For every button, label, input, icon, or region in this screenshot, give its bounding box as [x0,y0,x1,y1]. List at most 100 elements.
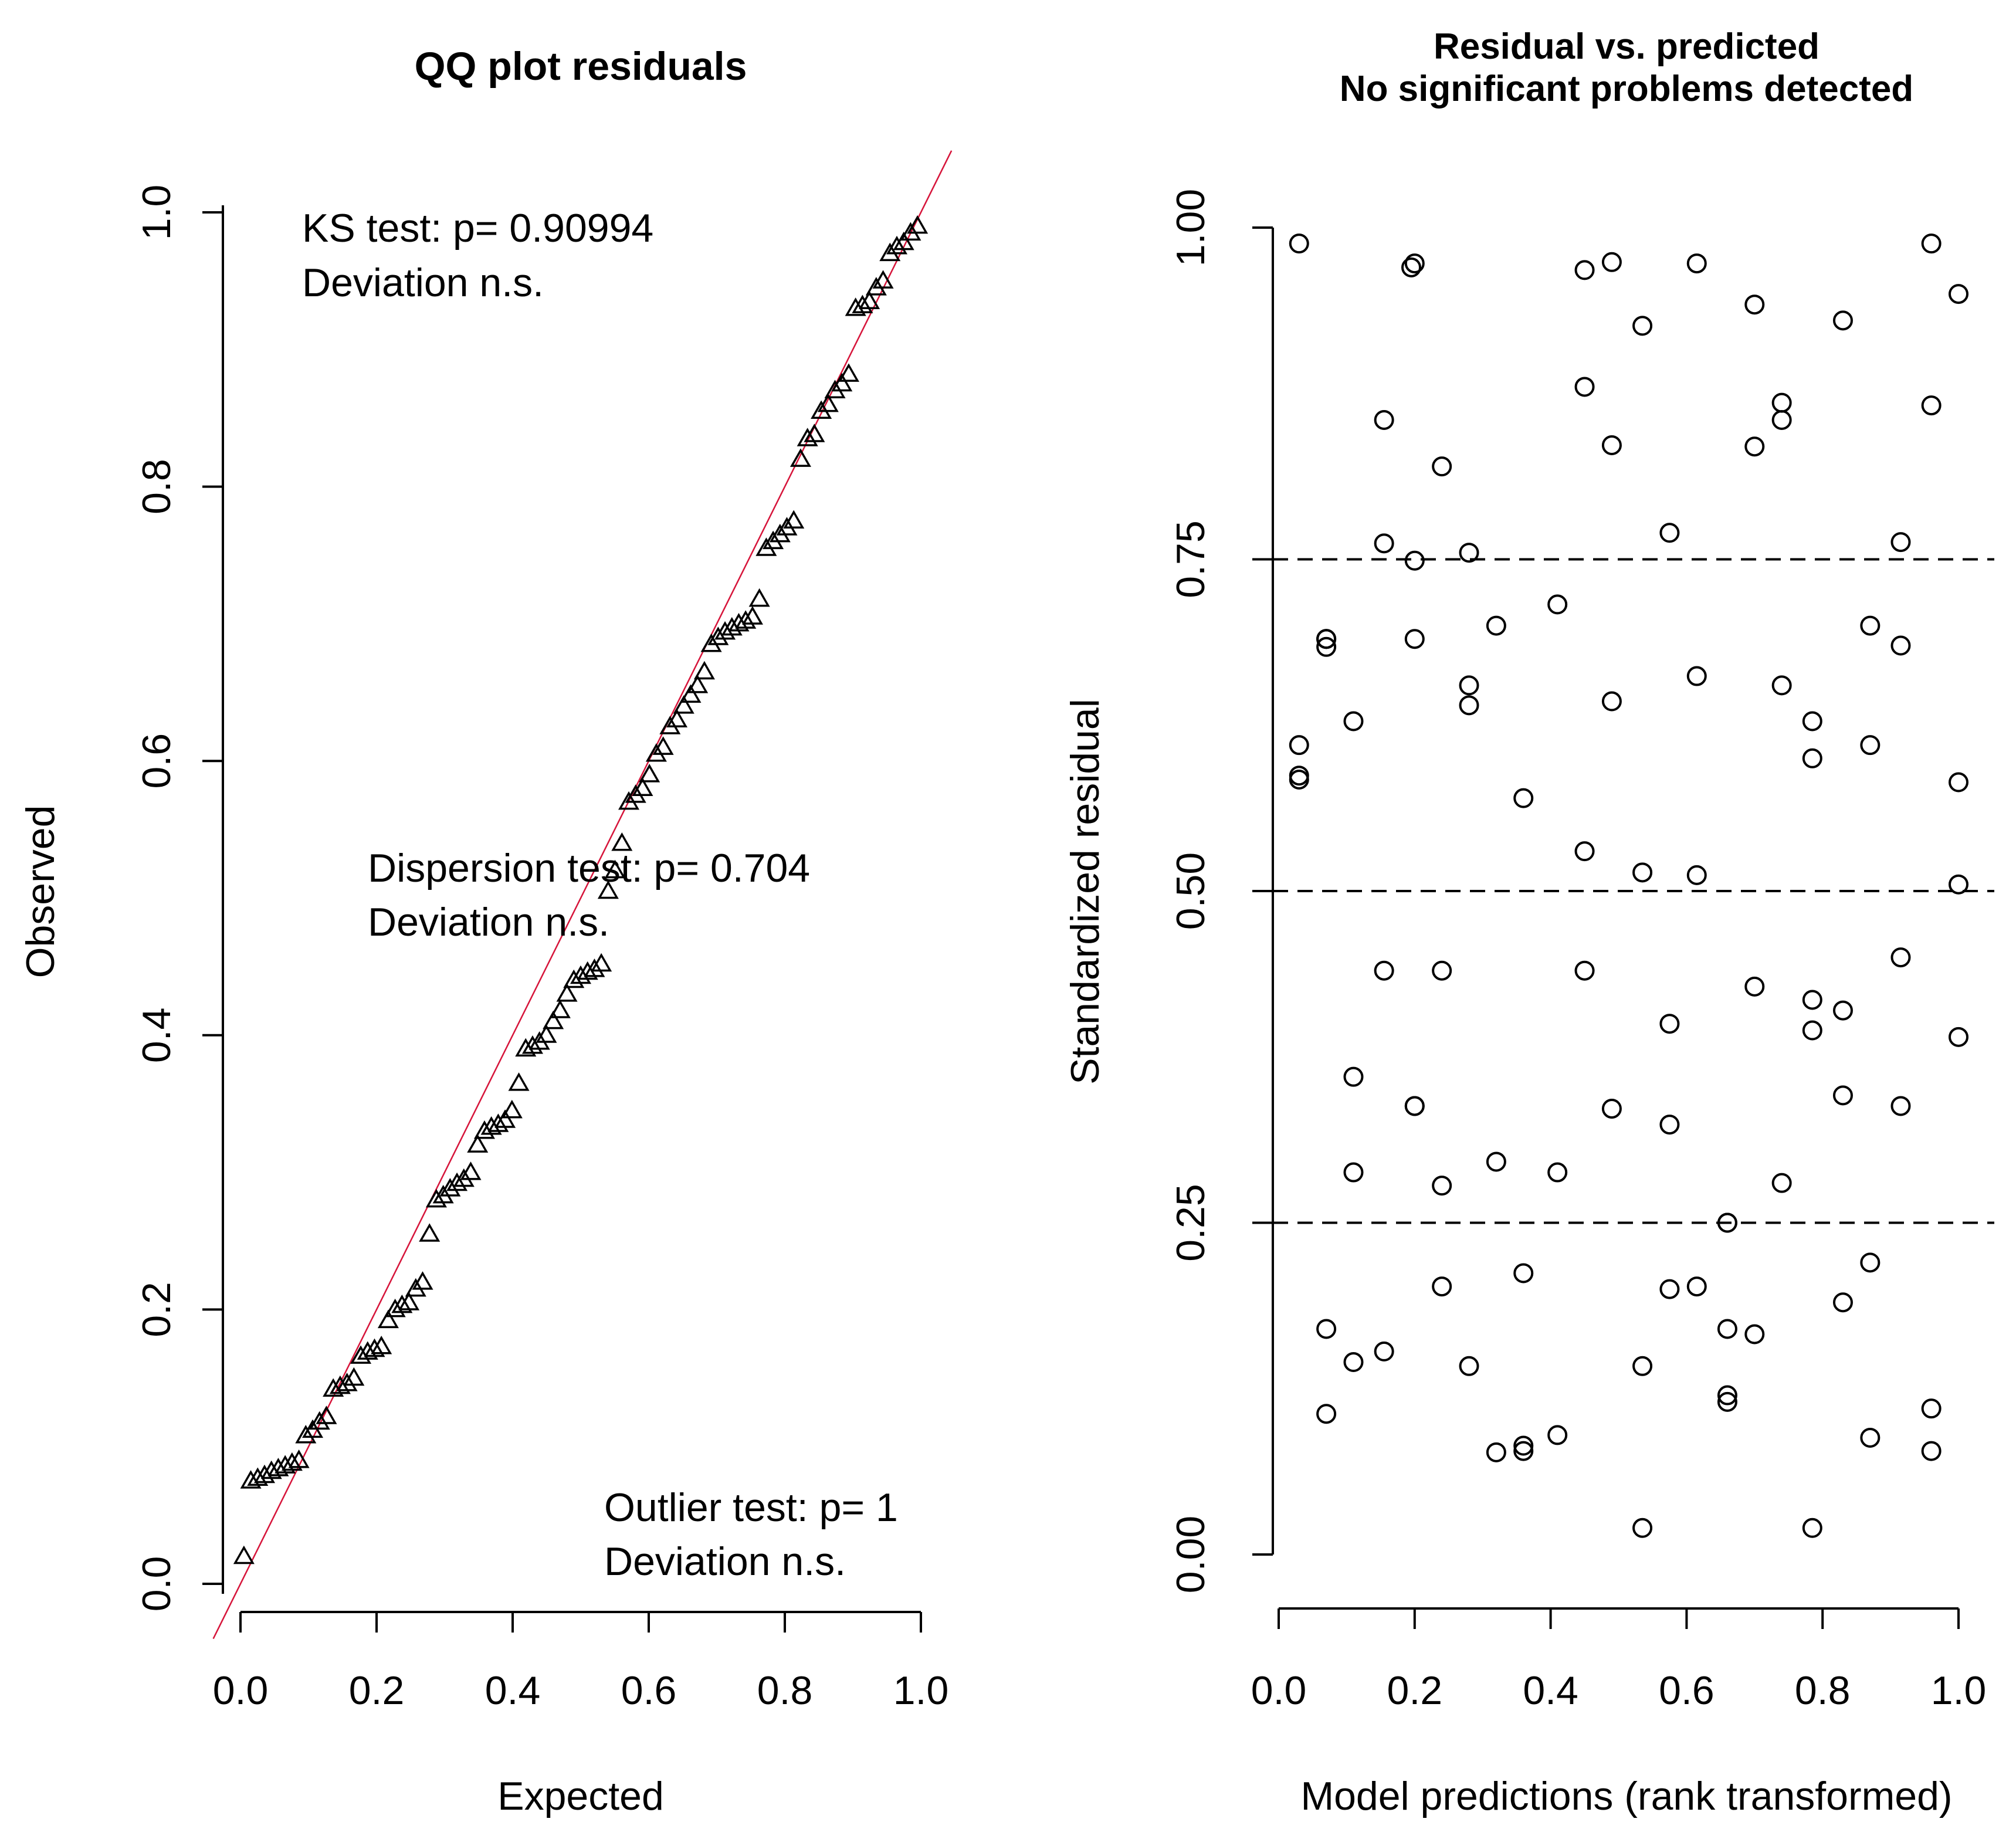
qq-point [886,235,908,255]
qq-point [412,1271,433,1290]
rv-point [1513,788,1534,808]
qq-point [309,1411,330,1430]
qq-point [859,290,880,309]
qq-point [687,675,709,693]
rv-x-tick-label: 1.0 [1931,1668,1987,1713]
qq-point [425,1188,447,1208]
qq-point [398,1292,420,1310]
qq-plot-title: QQ plot residuals [415,44,747,89]
qq-point [584,959,605,977]
qq-point [419,1223,441,1242]
rv-y-tick-label: 0.00 [1168,1516,1213,1593]
qq-x-axis-label: Expected [497,1774,664,1818]
rv-point [1717,1391,1737,1412]
rv-point [1343,711,1364,731]
rv-point [1744,436,1765,457]
rv-x-tick-label: 0.8 [1795,1668,1851,1713]
dispersion-test-text: Dispersion test: p= 0.704 [368,846,810,890]
qq-y-tick-label: 1.0 [134,185,179,241]
qq-point [536,1024,557,1043]
rv-point [1513,1435,1534,1456]
rv-point [1459,695,1479,716]
qq-point [632,777,653,796]
qq-point [893,231,914,250]
qq-y-tick-label: 0.4 [134,1008,179,1064]
qq-point [680,684,702,703]
qq-point [872,270,894,289]
rv-y-ticks: 0.00 0.25 0.50 0.75 1.00 [1168,189,1273,1593]
rv-point [1860,615,1881,636]
qq-point [371,1335,392,1354]
rv-point [1949,284,1968,304]
rv-point [1686,865,1707,885]
rv-point [1802,1020,1822,1041]
rv-point [1717,1319,1737,1339]
rv-point [1574,377,1595,397]
qq-point [281,1452,303,1471]
rv-point [1404,253,1425,274]
qq-y-tick-label: 0.6 [134,733,179,789]
ks-test-text: KS test: p= 0.90994 [302,206,653,250]
rv-point [1890,1096,1911,1116]
qq-point [467,1134,489,1153]
qq-point [323,1378,344,1397]
qq-y-tick-label: 0.8 [134,459,179,514]
qq-point [817,393,839,412]
rv-point [1802,1518,1822,1538]
rv-point [1343,1066,1364,1087]
outlier-deviation-text: Deviation n.s. [604,1539,846,1584]
qq-x-ticks: 0.0 0.2 0.4 0.6 0.8 1.0 [213,1612,948,1713]
qq-point [494,1109,516,1128]
rv-point [1574,960,1595,981]
rv-point [1547,1162,1568,1183]
rv-point [1659,1014,1680,1034]
rv-point [1717,1213,1737,1233]
rv-point [1686,1276,1707,1297]
rv-point [1343,1352,1364,1373]
rv-point [1860,735,1881,756]
qq-point [611,832,633,851]
qq-y-tick-label: 0.2 [134,1282,179,1337]
rv-point [1771,409,1792,430]
dispersion-deviation-text: Deviation n.s. [368,900,609,944]
rv-point [1374,409,1394,430]
rv-point [1921,1441,1942,1461]
rv-point [1771,392,1792,413]
qq-point [604,859,626,879]
qq-point [639,764,660,783]
qq-point [391,1294,413,1313]
qq-point [666,709,688,728]
qq-y-ticks: 0.0 0.2 0.4 0.6 0.8 1.0 [134,185,223,1611]
rv-point [1374,1341,1394,1362]
rv-reference-lines [1273,558,1994,1224]
rv-point [1404,1096,1425,1116]
rv-point [1316,629,1337,649]
qq-point [549,1000,571,1018]
rv-point [1949,874,1968,895]
rv-point [1459,1356,1479,1376]
qq-point [556,983,578,1002]
qq-point [852,294,873,313]
qq-point [652,736,674,755]
rv-point [1802,748,1822,768]
rv-point [1316,1319,1337,1339]
rv-point [1632,862,1653,883]
rv-point [1949,772,1968,793]
qq-point [343,1367,365,1386]
rv-point [1890,532,1911,553]
rv-x-tick-label: 0.4 [1523,1668,1578,1713]
rv-y-tick-label: 0.50 [1168,852,1213,930]
rv-y-axis-label: Standardized residual [1063,699,1107,1085]
rv-point [1401,257,1422,277]
rv-point [1832,1085,1853,1106]
qq-point [543,1010,564,1029]
qq-y-axis-label: Observed [18,805,63,978]
qq-point [797,428,818,446]
qq-point [275,1455,296,1474]
rv-point [1486,615,1506,636]
rv-point [1316,1404,1337,1424]
rv-point [1890,947,1911,968]
rv-point [1432,960,1452,981]
rv-point [1601,691,1622,712]
